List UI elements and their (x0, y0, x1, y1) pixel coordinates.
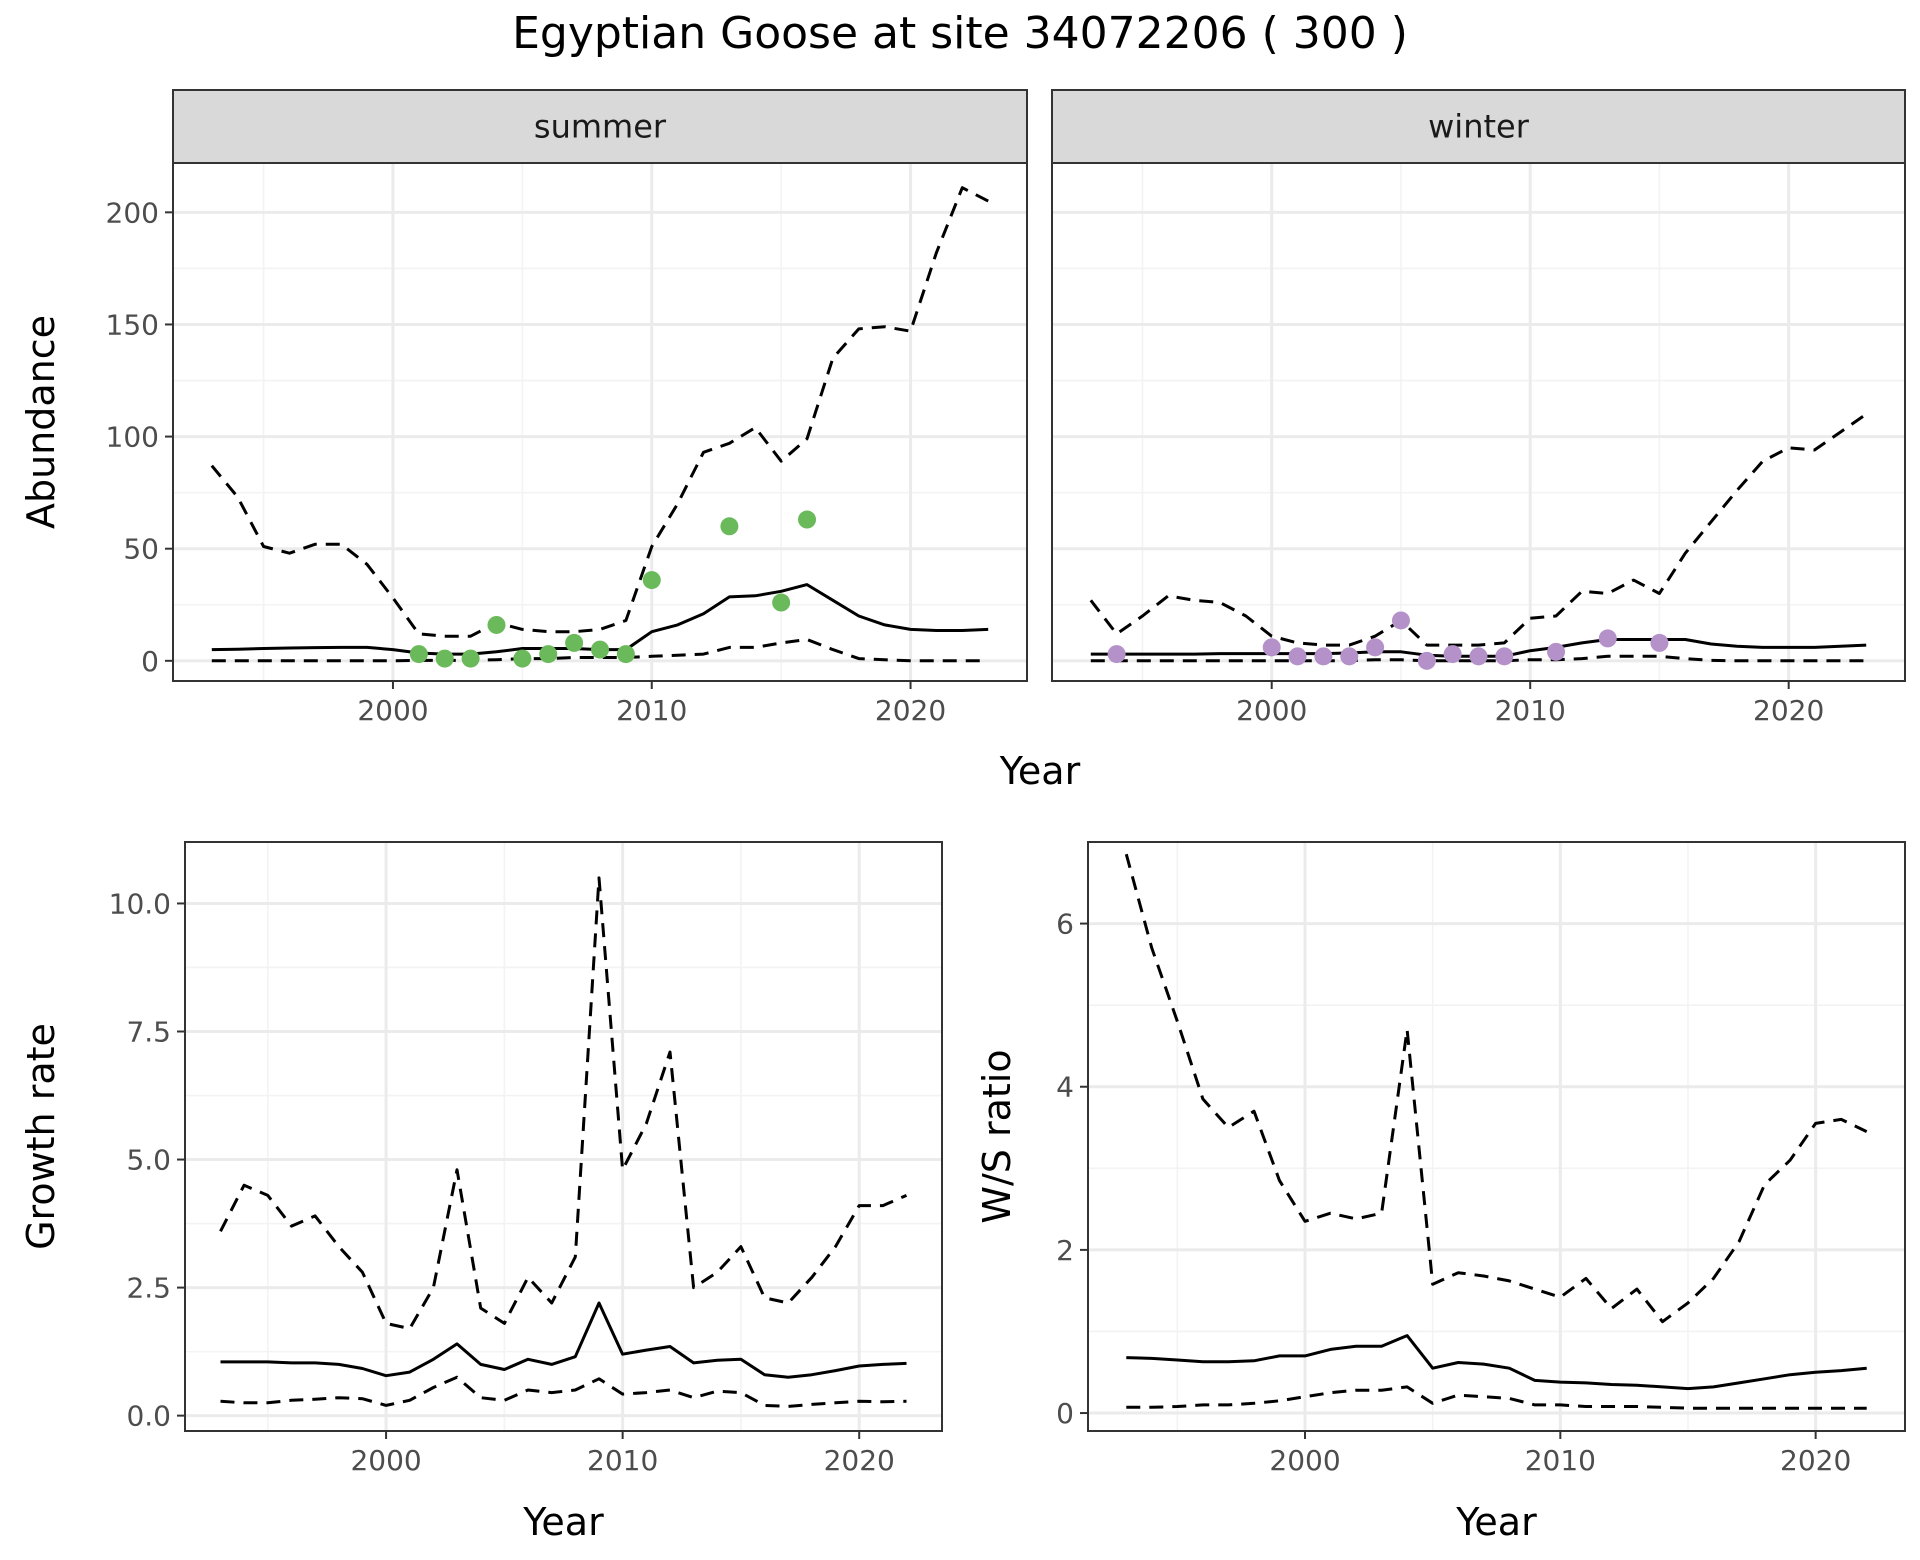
y-tick-label: 150 (106, 308, 159, 341)
winter-abundance-panel: winter 2000 2010 2020 (1051, 89, 1906, 727)
y-tick-label: 2 (1056, 1234, 1074, 1267)
count-point (1443, 645, 1462, 664)
y-axis-title: W/S ratio (975, 1049, 1019, 1223)
facet-strip (172, 89, 1028, 164)
upper-ci-line (210, 186, 989, 638)
x-tick-label: 2000 (1236, 694, 1307, 727)
count-point (798, 510, 817, 529)
count-point (487, 615, 506, 634)
x-tick-label: 2000 (1269, 1444, 1340, 1477)
count-point (720, 517, 739, 536)
count-point (461, 649, 480, 668)
plot-background (1088, 842, 1905, 1431)
count-point (1650, 633, 1669, 652)
x-tick-label: 2010 (1525, 1444, 1596, 1477)
y-tick-label: 6 (1056, 908, 1074, 941)
count-point (1314, 647, 1333, 666)
x-tick-label: 2010 (616, 694, 687, 727)
panel-border (184, 841, 943, 1432)
y-tick-label: 5.0 (126, 1144, 171, 1177)
count-point (513, 649, 532, 668)
count-point (1469, 647, 1488, 666)
count-point (565, 633, 584, 652)
growth-rate-panel: 2000 2010 2020 0.0 2.5 5.0 7.5 10.0 Year Growth r… (19, 841, 943, 1544)
lower-ci-line (1126, 1385, 1867, 1410)
summer-abundance-panel: summer 2000 2010 2020 0 50 100 150 200 (106, 89, 1028, 727)
count-point (616, 645, 635, 664)
lower-ci-line (1090, 654, 1867, 663)
count-point (1288, 647, 1307, 666)
count-point (1107, 645, 1126, 664)
x-tick-label: 2020 (824, 1444, 895, 1477)
y-tick-label: 100 (106, 421, 159, 454)
y-tick-label: 0 (141, 645, 159, 678)
count-point (1366, 638, 1385, 657)
facet-strip-label: winter (1428, 108, 1530, 146)
x-tick-label: 2000 (350, 1444, 421, 1477)
lower-ci-line (220, 1375, 907, 1408)
y-axis-title: Growth rate (19, 1023, 63, 1250)
y-tick-label: 2.5 (126, 1272, 171, 1305)
count-point (1598, 629, 1617, 648)
count-point (539, 645, 558, 664)
x-tick-label: 2010 (587, 1444, 658, 1477)
count-point (435, 649, 454, 668)
x-tick-label: 2020 (1780, 1444, 1851, 1477)
plot-background (1052, 163, 1905, 681)
estimate-line (1126, 1334, 1867, 1391)
x-tick-label: 2020 (1753, 694, 1824, 727)
abundance-y-axis-title: Abundance (19, 315, 63, 529)
count-point (642, 571, 661, 590)
x-tick-label: 2010 (1495, 694, 1566, 727)
count-point (1417, 651, 1436, 670)
count-point (1547, 642, 1566, 661)
plot-background (185, 842, 942, 1431)
y-tick-label: 7.5 (126, 1016, 171, 1049)
ws-ratio-panel: 2000 2010 2020 0 2 4 6 Year W/S ratio (975, 841, 1906, 1544)
y-tick-label: 10.0 (109, 887, 171, 920)
y-tick-label: 0.0 (126, 1400, 171, 1433)
lower-ci-line (211, 638, 989, 663)
count-point (1340, 647, 1359, 666)
x-axis-title: Year (522, 1500, 604, 1544)
count-point (1262, 638, 1281, 657)
panel-border (1087, 841, 1906, 1432)
count-point (409, 645, 428, 664)
estimate-line (220, 1301, 907, 1379)
count-point (591, 640, 609, 659)
facet-strip (1051, 89, 1906, 164)
count-point (1391, 611, 1410, 630)
y-tick-label: 0 (1056, 1397, 1074, 1430)
upper-ci-line (1089, 412, 1868, 647)
plot-background (173, 163, 1027, 681)
facet-strip-label: summer (534, 108, 667, 146)
y-tick-label: 4 (1056, 1071, 1074, 1104)
count-point (772, 593, 791, 612)
x-tick-label: 2000 (357, 694, 428, 727)
upper-ci-line (219, 876, 908, 1331)
x-axis-title: Year (1455, 1500, 1537, 1544)
count-point (1495, 647, 1514, 666)
x-tick-label: 2020 (875, 694, 946, 727)
chart-title: Egyptian Goose at site 34072206 ( 300 ) (512, 8, 1408, 59)
y-tick-label: 50 (123, 533, 159, 566)
upper-ci-line (1124, 853, 1868, 1324)
abundance-x-axis-title: Year (999, 749, 1081, 793)
y-tick-label: 200 (106, 196, 159, 229)
